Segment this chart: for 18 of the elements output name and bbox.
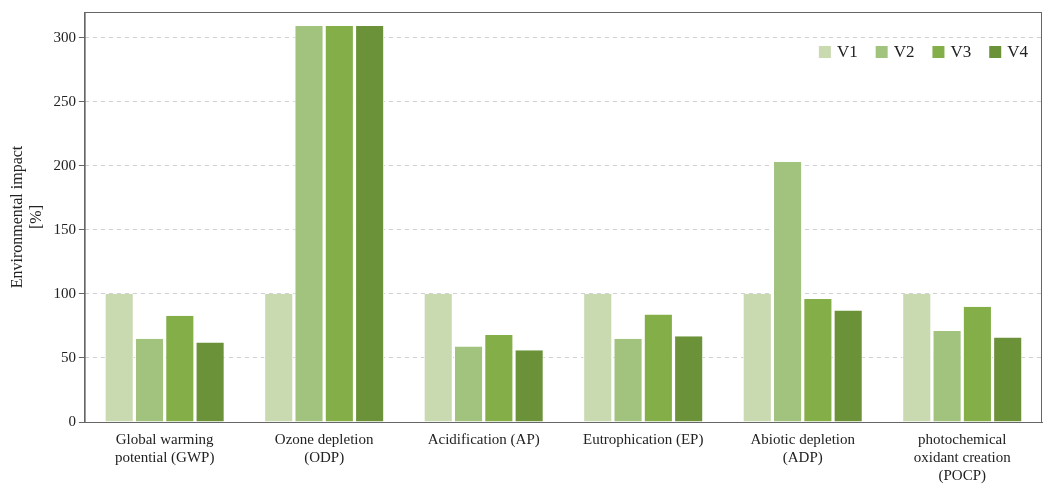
- y-tick-label: 200: [53, 156, 76, 173]
- x-tick-label: Global warming potential (GWP): [114, 430, 215, 466]
- y-tick-label: 150: [53, 220, 76, 237]
- y-tick-label: 0: [68, 412, 76, 429]
- y-tick-label: 50: [60, 348, 76, 365]
- y-tick-label: 100: [53, 284, 76, 301]
- x-tick-label: Ozone depletion (ODP): [274, 430, 375, 466]
- x-tick-label: Abiotic depletion (ADP): [750, 430, 856, 466]
- legend-label: V4: [1007, 42, 1029, 62]
- legend-label: V2: [893, 42, 915, 62]
- legend-label: V3: [950, 42, 972, 62]
- legend-label: V1: [836, 42, 858, 62]
- y-axis-title: Environmental impact [%]: [7, 145, 44, 289]
- x-tick-label: Acidification (AP): [427, 430, 540, 448]
- x-tick-label: photochemical oxidant creation (POCP): [913, 430, 1012, 484]
- x-tick-label: Eutrophication (EP): [583, 430, 704, 448]
- y-tick-label: 250: [53, 92, 76, 109]
- y-tick-label: 300: [53, 28, 76, 45]
